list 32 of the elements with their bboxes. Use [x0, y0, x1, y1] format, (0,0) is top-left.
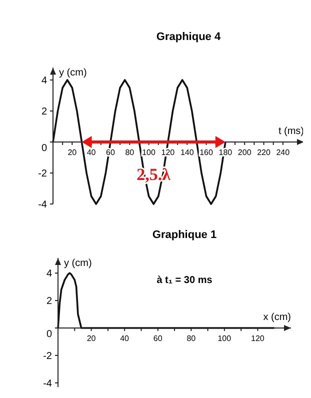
x-tick-label: 120 [251, 334, 265, 343]
x-tick-label: 40 [86, 148, 96, 157]
chart-title: Graphique 1 [152, 229, 217, 241]
x-tick-label: 100 [218, 334, 232, 343]
x-tick-label: 200 [238, 148, 252, 157]
chart-title: Graphique 4 [156, 31, 222, 43]
y-tick-label: -2 [43, 350, 52, 362]
x-tick-label: 100 [142, 148, 156, 157]
x-axis-title: t (ms) [278, 126, 304, 137]
y-tick-label: -2 [38, 168, 48, 180]
y-tick-label: 2 [41, 106, 48, 118]
y-axis-title: y (cm) [64, 258, 92, 269]
y-tick-label: 0 [46, 328, 52, 340]
x-tick-label: 20 [68, 148, 78, 157]
y-tick-label: 4 [46, 268, 52, 280]
y-tick-label: 2 [46, 296, 52, 308]
x-tick-label: 60 [153, 334, 163, 343]
y-tick-label: 0 [41, 143, 48, 154]
x-axis-title: x (cm) [263, 312, 291, 323]
y-tick-label: -4 [38, 200, 48, 210]
x-tick-label: 20 [86, 334, 96, 343]
x-tick-label: 80 [125, 148, 135, 157]
x-tick-label: 240 [276, 148, 290, 157]
y-tick-label: -4 [43, 378, 52, 390]
x-tick-label: 160 [200, 148, 214, 157]
x-tick-label: 140 [180, 148, 194, 157]
annotation: à t₁ = 30 ms [156, 275, 213, 286]
y-axis-title: y (cm) [59, 68, 87, 79]
x-tick-label: 80 [186, 334, 196, 343]
y-tick-label: 4 [41, 76, 48, 86]
x-tick-label: 40 [120, 334, 130, 343]
x-tick-label: 220 [257, 148, 271, 157]
